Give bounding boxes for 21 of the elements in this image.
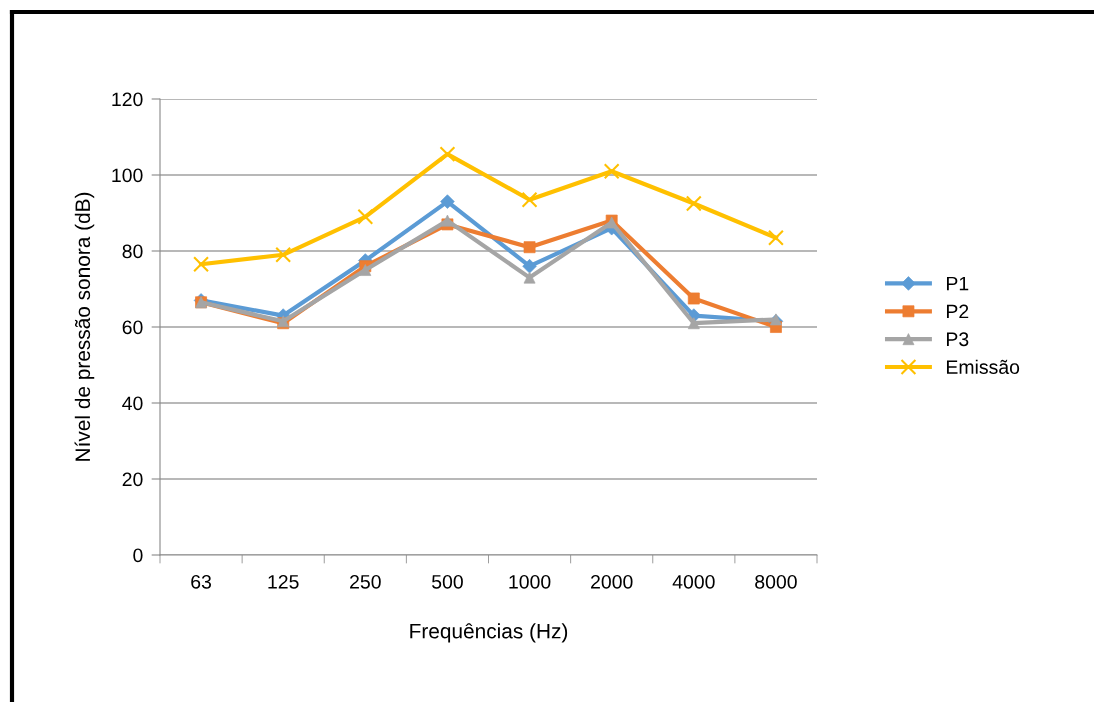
legend-label: Emissão [946,359,1020,374]
y-tick-label: 20 [122,472,143,487]
legend-label: P3 [946,332,969,347]
y-axis-title: Nível de pressão sonora (dB) [74,192,95,461]
y-tick-label: 60 [122,320,143,335]
legend-label: P2 [946,304,969,319]
x-tick-label: 4000 [672,574,715,589]
y-tick-label: 100 [112,168,143,183]
x-tick-label: 8000 [755,574,797,589]
x-tick-label: 1000 [509,574,551,589]
x-tick-label: 125 [268,574,299,589]
x-tick-label: 500 [432,574,463,589]
x-tick-label: 250 [350,574,381,589]
x-tick-label: 2000 [591,574,633,589]
y-tick-label: 80 [122,244,143,259]
y-tick-label: 120 [112,92,143,107]
legend-label: P1 [946,276,969,291]
y-tick-label: 0 [133,548,143,563]
x-axis-title: Frequências (Hz) [410,623,568,643]
y-tick-label: 40 [122,396,143,411]
x-tick-label: 63 [191,574,212,589]
